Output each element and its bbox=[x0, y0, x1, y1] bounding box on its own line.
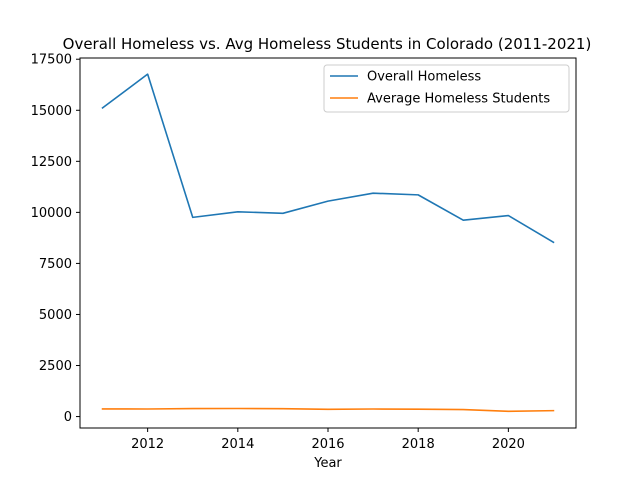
x-tick-label: 2020 bbox=[492, 437, 525, 452]
legend-label: Average Homeless Students bbox=[367, 92, 550, 107]
x-tick-label: 2016 bbox=[311, 437, 344, 452]
y-tick-label: 17500 bbox=[31, 53, 72, 68]
x-axis: 2012 2014 2016 2018 2020 bbox=[131, 428, 525, 452]
legend-label: Overall Homeless bbox=[367, 70, 481, 85]
series-line-average-homeless-students bbox=[101, 407, 555, 413]
y-tick-label: 0 bbox=[64, 410, 72, 425]
x-tick-label: 2018 bbox=[402, 437, 435, 452]
chart-title: Overall Homeless vs. Avg Homeless Studen… bbox=[63, 35, 592, 53]
x-axis-title: Year bbox=[313, 456, 342, 471]
legend-items: Overall Homeless Average Homeless Student… bbox=[330, 70, 550, 107]
legend-box bbox=[323, 64, 570, 113]
x-tick-label: 2012 bbox=[131, 437, 164, 452]
series-line-overall-homeless bbox=[101, 73, 555, 244]
y-tick-label: 5000 bbox=[39, 308, 72, 323]
x-tick-label: 2014 bbox=[221, 437, 254, 452]
y-axis: 0 2500 5000 7500 10000 12500 15000 17500 bbox=[31, 53, 80, 425]
y-tick-label: 10000 bbox=[31, 206, 72, 221]
y-tick-label: 12500 bbox=[31, 155, 72, 170]
y-tick-label: 7500 bbox=[39, 257, 72, 272]
y-tick-label: 15000 bbox=[31, 104, 72, 119]
series-layer bbox=[101, 73, 555, 413]
y-tick-label: 2500 bbox=[39, 359, 72, 374]
legend: Overall Homeless Average Homeless Student… bbox=[323, 64, 570, 113]
